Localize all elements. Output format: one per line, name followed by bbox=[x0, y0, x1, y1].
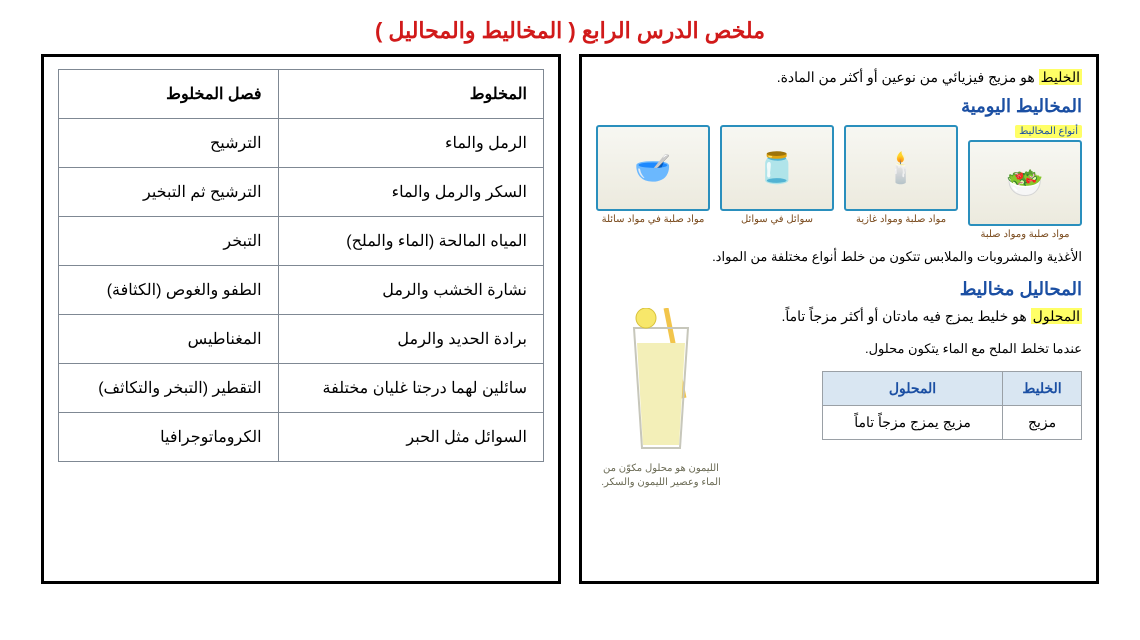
salad-icon: 🥗 bbox=[968, 140, 1082, 226]
mini-td-mixture: مزيج bbox=[1003, 406, 1082, 440]
table-header-row: المخلوط فصل المخلوط bbox=[59, 70, 544, 119]
panel-concepts: الخليط هو مزيج فيزيائي من نوعين أو أكثر … bbox=[579, 54, 1099, 584]
thumbnail-row: أنواع المخاليط 🥗 مواد صلبة ومواد صلبة 🕯️… bbox=[596, 125, 1082, 241]
table-row: نشارة الخشب والرمل الطفو والغوص (الكثافة… bbox=[59, 266, 544, 315]
candle-icon: 🕯️ bbox=[844, 125, 958, 211]
solutions-text-col: المحلول هو خليط يمزج فيه مادتان أو أكثر … bbox=[740, 308, 1082, 440]
th-separation: فصل المخلوط bbox=[59, 70, 279, 119]
table-row: السوائل مثل الحبر الكروماتوجرافيا bbox=[59, 413, 544, 462]
title-part-b: ( المخاليط والمحاليل ) bbox=[375, 18, 576, 43]
thumb-solid-liquid: 🥣 مواد صلبة في مواد سائلة bbox=[596, 125, 710, 241]
bottles-icon: 🫙 bbox=[720, 125, 834, 211]
panel-separation-table: المخلوط فصل المخلوط الرمل والماء الترشيح… bbox=[41, 54, 561, 584]
table-row: برادة الحديد والرمل المغناطيس bbox=[59, 315, 544, 364]
solutions-row: المحلول هو خليط يمزج فيه مادتان أو أكثر … bbox=[596, 308, 1082, 490]
mixture-definition: الخليط هو مزيج فيزيائي من نوعين أو أكثر … bbox=[596, 69, 1082, 86]
lemonade-figure: الليمون هو محلول مكوّن من الماء وعصير ال… bbox=[596, 308, 726, 490]
badge-types: أنواع المخاليط bbox=[1015, 125, 1082, 138]
solution-definition: المحلول هو خليط يمزج فيه مادتان أو أكثر … bbox=[740, 308, 1082, 325]
mini-th-solution: المحلول bbox=[823, 372, 1003, 406]
lemonade-glass-icon bbox=[616, 308, 706, 458]
title-part-a: ملخص الدرس الرابع bbox=[576, 18, 765, 43]
thumb-solid-gas: 🕯️ مواد صلبة ومواد غازية bbox=[844, 125, 958, 241]
table-row: المياه المالحة (الماء والملح) التبخر bbox=[59, 217, 544, 266]
mixture-def-rest: هو مزيج فيزيائي من نوعين أو أكثر من الما… bbox=[777, 69, 1035, 85]
thumb-cap-2: سوائل في سوائل bbox=[741, 214, 813, 226]
heading-solutions: المحاليل مخاليط bbox=[596, 279, 1082, 300]
heading-daily-mixtures: المخاليط اليومية bbox=[596, 96, 1082, 117]
note-food-clothes: الأغذية والمشروبات والملابس تتكون من خلط… bbox=[596, 249, 1082, 265]
separation-table: المخلوط فصل المخلوط الرمل والماء الترشيح… bbox=[58, 69, 544, 462]
table-row: الرمل والماء الترشيح bbox=[59, 119, 544, 168]
mixture-term: الخليط bbox=[1039, 69, 1082, 85]
solution-def-rest: هو خليط يمزج فيه مادتان أو أكثر مزجاً تا… bbox=[782, 308, 1027, 324]
page-title: ملخص الدرس الرابع ( المخاليط والمحاليل ) bbox=[0, 0, 1140, 54]
salt-water-line: عندما تخلط الملح مع الماء يتكون محلول. bbox=[740, 341, 1082, 357]
main-columns: الخليط هو مزيج فيزيائي من نوعين أو أكثر … bbox=[0, 54, 1140, 604]
table-row: السكر والرمل والماء الترشيح ثم التبخير bbox=[59, 168, 544, 217]
thumb-cap-3: مواد صلبة في مواد سائلة bbox=[602, 214, 705, 226]
lemonade-caption: الليمون هو محلول مكوّن من الماء وعصير ال… bbox=[601, 462, 721, 490]
mini-td-solution: مزيج يمزج مزجاً تاماً bbox=[823, 406, 1003, 440]
mixture-solution-table: الخليط المحلول مزيج مزيج يمزج مزجاً تاما… bbox=[822, 371, 1082, 440]
thumb-cap-1: مواد صلبة ومواد غازية bbox=[856, 214, 946, 226]
table-row: سائلين لهما درجتا غليان مختلفة التقطير (… bbox=[59, 364, 544, 413]
th-mixture: المخلوط bbox=[278, 70, 543, 119]
solution-term: المحلول bbox=[1031, 308, 1082, 324]
thumb-cap-0: مواد صلبة ومواد صلبة bbox=[980, 229, 1069, 241]
thumb-liquid-liquid: 🫙 سوائل في سوائل bbox=[720, 125, 834, 241]
mini-th-mixture: الخليط bbox=[1003, 372, 1082, 406]
bowl-icon: 🥣 bbox=[596, 125, 710, 211]
thumb-solid-solid: أنواع المخاليط 🥗 مواد صلبة ومواد صلبة bbox=[968, 125, 1082, 241]
